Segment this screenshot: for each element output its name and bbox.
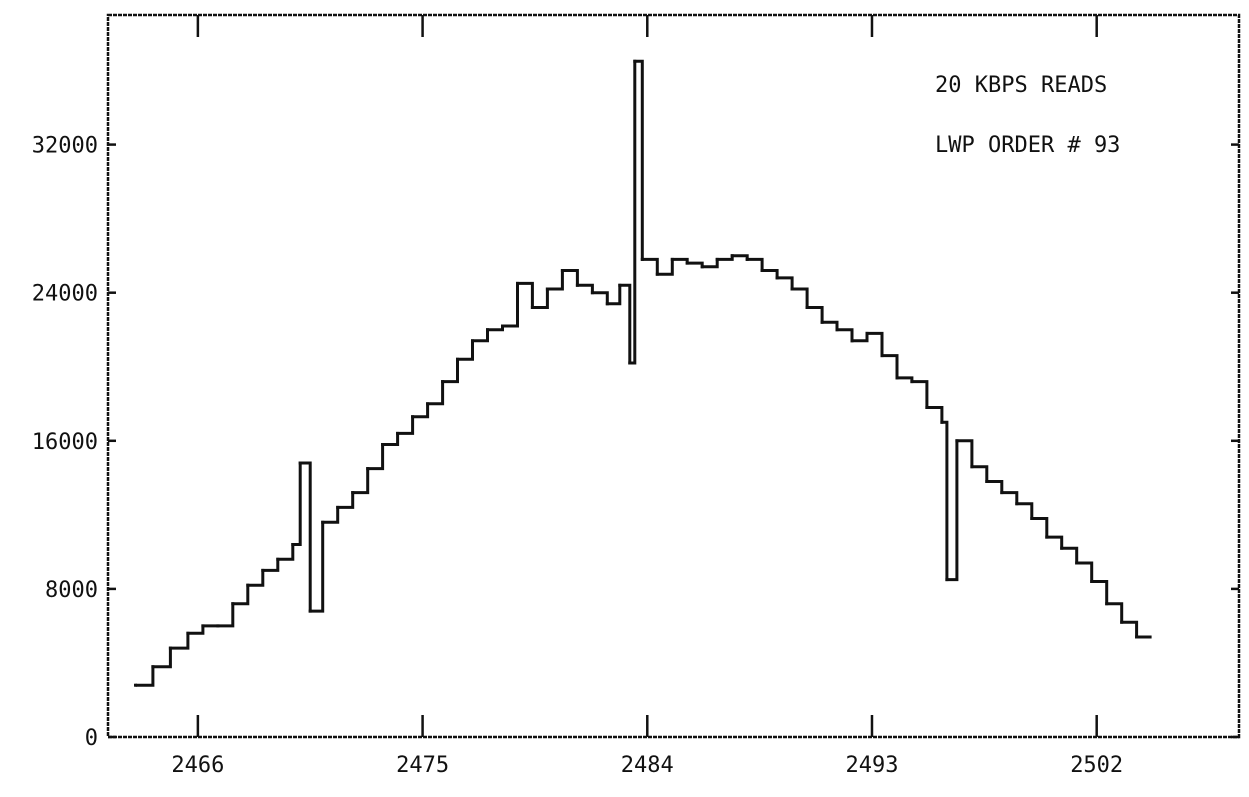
data-point xyxy=(530,306,534,309)
data-point xyxy=(790,287,794,291)
data-point xyxy=(1105,602,1109,606)
data-point xyxy=(321,520,325,524)
axis-ticks xyxy=(108,15,1239,739)
data-point xyxy=(970,465,974,469)
data-point xyxy=(685,261,689,265)
data-point xyxy=(880,354,884,358)
data-point xyxy=(186,631,190,635)
y-tick-label: 8000 xyxy=(45,578,98,603)
data-point xyxy=(618,283,622,287)
data-point xyxy=(381,443,385,446)
data-point xyxy=(805,306,809,309)
y-tick-label: 0 xyxy=(85,726,98,751)
data-point xyxy=(151,665,155,669)
data-point xyxy=(291,543,295,546)
data-point xyxy=(426,402,430,406)
data-point xyxy=(655,272,659,276)
series-group xyxy=(134,59,1152,687)
x-tick-label: 2484 xyxy=(621,753,674,778)
data-point xyxy=(456,357,459,361)
x-tick-label: 2502 xyxy=(1070,753,1123,778)
annotation-reads: 20 KBPS READS xyxy=(935,73,1107,98)
data-point xyxy=(633,59,637,63)
axis-tick-labels: 2466 2475 2484 2493 2502 0 8000 16000 24000 32000 xyxy=(32,134,1123,778)
data-point xyxy=(1015,502,1019,506)
data-point xyxy=(850,339,854,343)
data-point xyxy=(501,324,504,328)
data-point xyxy=(745,257,749,261)
data-series-line xyxy=(135,59,1152,687)
x-tick-label: 2475 xyxy=(396,753,449,778)
plot-frame xyxy=(106,13,1241,739)
data-point xyxy=(945,578,949,582)
data-point xyxy=(1000,491,1004,495)
data-point xyxy=(910,380,914,384)
data-point xyxy=(516,281,519,285)
data-point xyxy=(605,302,609,306)
data-point xyxy=(396,431,400,435)
data-point xyxy=(820,320,824,324)
data-point xyxy=(134,683,137,687)
data-point xyxy=(545,287,549,291)
x-tick-label: 2466 xyxy=(171,753,224,778)
data-point xyxy=(760,269,764,272)
annotation-order: LWP ORDER # 93 xyxy=(935,133,1120,158)
data-point xyxy=(246,583,250,587)
data-point xyxy=(1120,620,1124,624)
data-point xyxy=(560,269,564,272)
data-point xyxy=(955,439,959,443)
y-tick-label: 32000 xyxy=(32,134,98,159)
data-point xyxy=(261,568,265,572)
x-tick-label: 2493 xyxy=(845,753,898,778)
data-point xyxy=(865,331,869,335)
data-point xyxy=(1060,546,1064,550)
data-point xyxy=(835,328,839,332)
data-point xyxy=(366,467,370,471)
data-point xyxy=(276,557,280,561)
data-point xyxy=(628,361,632,365)
data-point xyxy=(895,376,899,380)
data-point xyxy=(700,265,704,269)
data-point xyxy=(231,602,235,606)
data-point xyxy=(1045,535,1049,539)
data-point xyxy=(336,505,340,509)
data-point xyxy=(1135,635,1139,639)
data-point xyxy=(411,415,415,419)
data-point xyxy=(1030,517,1034,520)
y-tick-label: 24000 xyxy=(32,282,98,307)
data-point xyxy=(201,624,205,628)
data-point xyxy=(351,491,355,495)
data-point xyxy=(298,461,302,465)
data-point xyxy=(308,609,312,613)
data-point xyxy=(486,328,489,332)
data-point xyxy=(715,257,719,261)
data-point xyxy=(1090,580,1094,583)
data-point xyxy=(575,283,579,287)
data-point xyxy=(590,291,594,295)
data-point xyxy=(730,254,734,258)
data-point xyxy=(441,380,445,384)
data-point xyxy=(471,339,474,343)
data-point xyxy=(940,420,944,424)
data-point xyxy=(670,257,674,261)
y-tick-label: 16000 xyxy=(32,430,98,455)
data-point xyxy=(985,480,989,483)
data-point xyxy=(168,646,172,650)
data-point xyxy=(775,276,779,280)
data-point xyxy=(640,257,644,261)
data-point xyxy=(216,624,220,628)
data-point xyxy=(925,406,929,409)
data-point xyxy=(1075,561,1079,565)
